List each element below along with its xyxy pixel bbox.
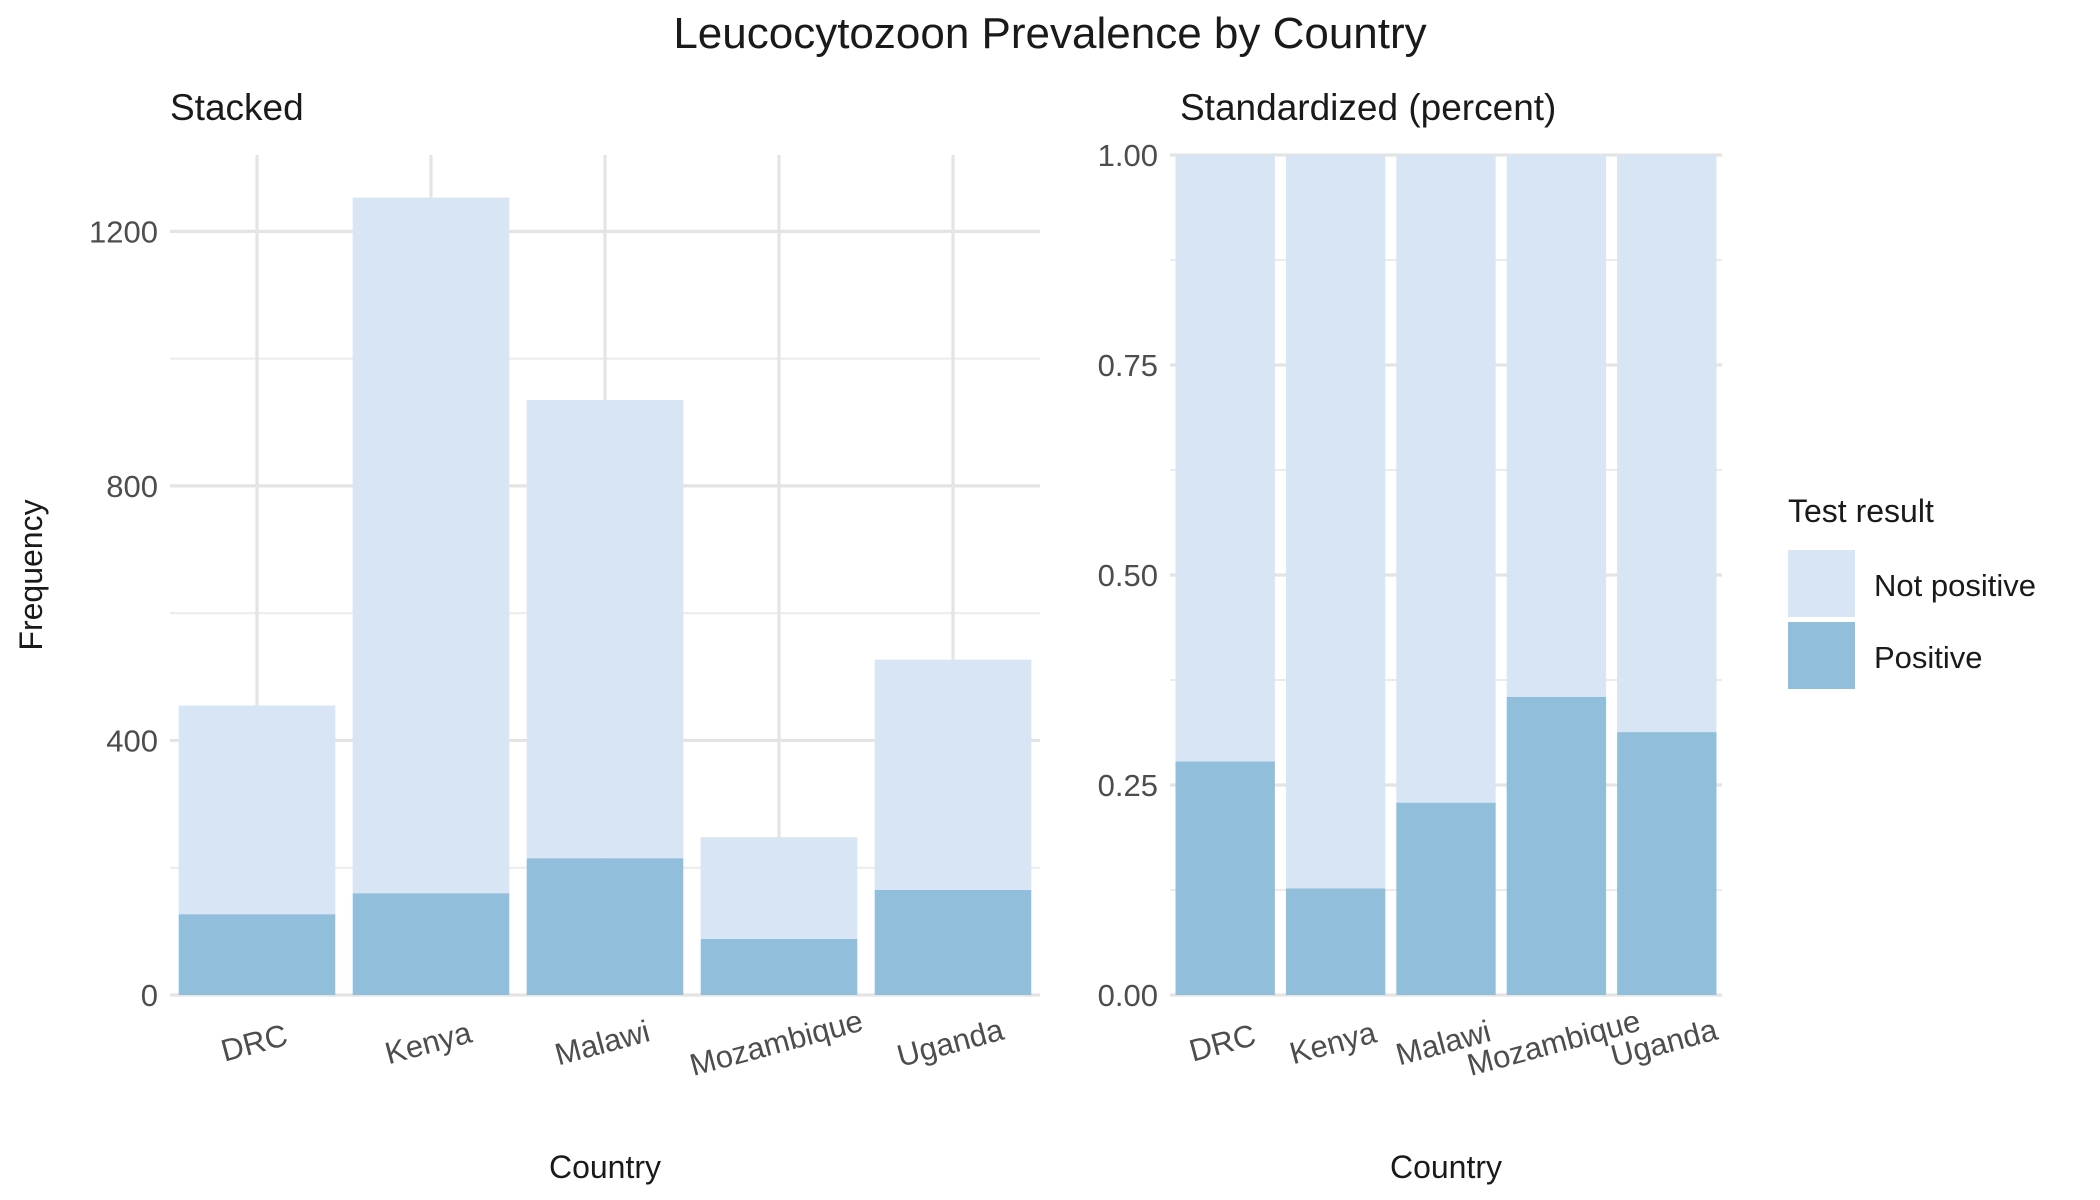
panel-title: Stacked [170, 87, 304, 128]
bar-uganda-positive [1617, 732, 1717, 995]
y-tick-label: 0.25 [1098, 768, 1158, 803]
y-tick-label: 0.00 [1098, 978, 1158, 1013]
bar-kenya-not-positive [1285, 155, 1386, 889]
bar-malawi-not-positive [1396, 155, 1496, 803]
y-axis-label: Frequency [13, 499, 49, 650]
bar-malawi-positive [526, 858, 684, 995]
bar-mozambique-positive [700, 939, 858, 995]
bar-drc-not-positive [178, 705, 336, 915]
y-tick-label: 800 [106, 469, 158, 504]
legend-label-not-positive: Not positive [1874, 568, 2036, 603]
y-tick-label: 1200 [89, 214, 158, 249]
bar-malawi-not-positive [526, 400, 684, 859]
y-tick-label: 0.50 [1098, 558, 1158, 593]
y-tick-label: 0 [141, 978, 158, 1013]
bar-kenya-positive [1285, 888, 1386, 995]
bar-mozambique-positive [1506, 696, 1607, 995]
legend-label-positive: Positive [1874, 640, 1983, 675]
bar-mozambique-not-positive [1506, 155, 1607, 697]
bar-uganda-positive [874, 890, 1032, 995]
y-tick-label: 1.00 [1098, 138, 1158, 173]
bar-mozambique-not-positive [700, 837, 858, 939]
x-axis-label: Country [1390, 1149, 1502, 1185]
bar-malawi-positive [1396, 802, 1496, 995]
bar-drc-positive [178, 914, 336, 995]
y-tick-label: 400 [106, 723, 158, 758]
legend-key-positive [1788, 622, 1855, 689]
bar-kenya-not-positive [352, 197, 510, 894]
figure-title: Leucocytozoon Prevalence by Country [673, 9, 1426, 58]
bar-kenya-positive [352, 893, 510, 995]
bar-drc-not-positive [1175, 155, 1275, 762]
y-tick-label: 0.75 [1098, 348, 1158, 383]
legend: Test result Not positive Positive [1788, 493, 2036, 689]
bar-uganda-not-positive [874, 659, 1032, 890]
x-axis-label: Country [549, 1149, 661, 1185]
bar-uganda-not-positive [1617, 155, 1717, 733]
panel-title: Standardized (percent) [1180, 87, 1556, 128]
legend-title: Test result [1788, 493, 1934, 529]
legend-key-not-positive [1788, 550, 1855, 617]
bar-drc-positive [1175, 761, 1275, 995]
